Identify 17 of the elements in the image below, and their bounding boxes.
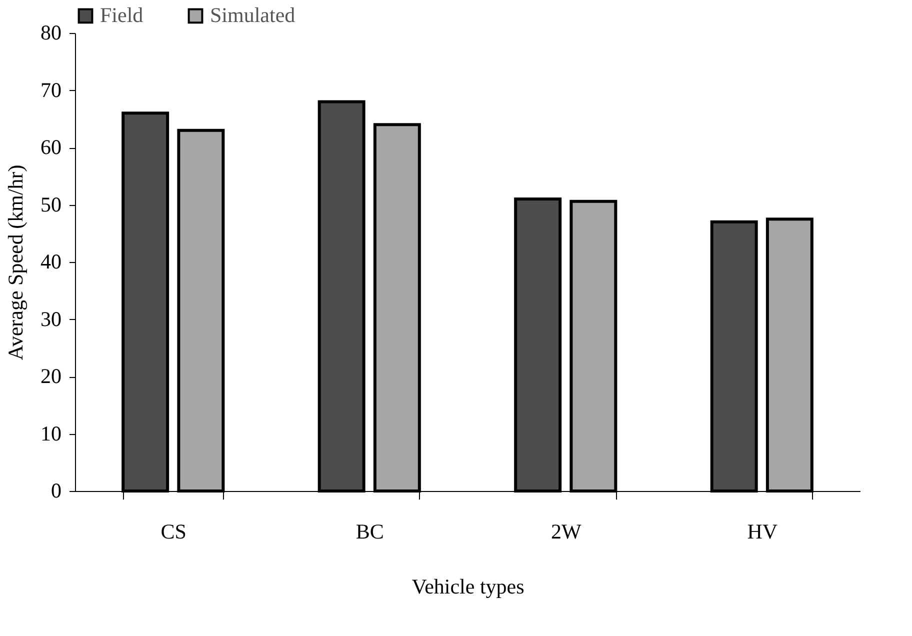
legend-label: Simulated xyxy=(210,2,296,27)
y-tick-label: 70 xyxy=(40,78,62,102)
x-tick-label: CS xyxy=(160,520,186,544)
y-tick-label: 30 xyxy=(40,306,62,331)
y-tick-label: 50 xyxy=(40,192,62,216)
y-tick-label: 0 xyxy=(51,478,62,502)
y-tick-label: 20 xyxy=(40,364,62,388)
x-tick-label: HV xyxy=(747,520,778,544)
y-tick-label: 10 xyxy=(40,421,62,446)
y-axis-title: Average Speed (km/hr) xyxy=(4,164,28,360)
y-tick-label: 40 xyxy=(40,250,62,274)
x-tick-label: BC xyxy=(356,520,384,544)
x-axis-title: Vehicle types xyxy=(412,574,524,598)
legend-label: Field xyxy=(100,2,144,27)
x-tick-label: 2W xyxy=(550,520,582,544)
y-tick-label: 80 xyxy=(40,20,62,44)
y-tick-label: 60 xyxy=(40,135,62,159)
